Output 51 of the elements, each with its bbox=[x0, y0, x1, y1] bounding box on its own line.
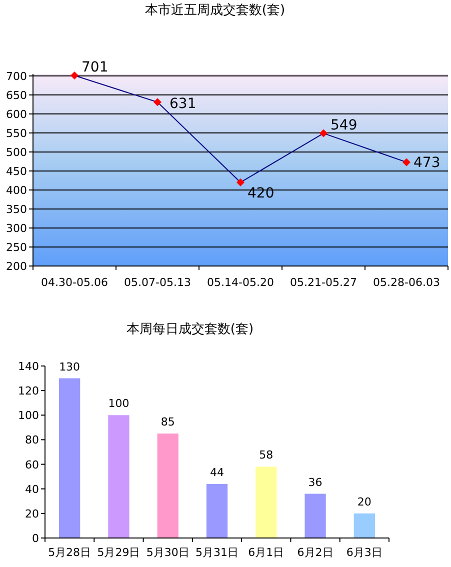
x-tick-label: 6月1日 bbox=[248, 546, 284, 559]
y-tick-label: 250 bbox=[6, 240, 27, 254]
y-tick-label: 80 bbox=[25, 434, 39, 447]
bar bbox=[108, 415, 130, 538]
data-label: 44 bbox=[210, 466, 224, 479]
data-label: 20 bbox=[357, 495, 372, 508]
x-tick-label: 05.28-06.03 bbox=[373, 276, 440, 289]
y-tick-label: 60 bbox=[25, 458, 39, 472]
x-tick-label: 5月28日 bbox=[48, 546, 92, 559]
y-tick-label: 0 bbox=[32, 532, 39, 545]
data-label: 701 bbox=[82, 60, 108, 76]
bar bbox=[256, 466, 277, 538]
x-tick-label: 05.14-05.20 bbox=[207, 276, 274, 289]
bar bbox=[157, 434, 178, 538]
y-tick-label: 500 bbox=[6, 146, 27, 159]
data-label: 36 bbox=[308, 476, 322, 489]
data-label: 549 bbox=[330, 117, 358, 134]
chart-title: 本市近五周成交套数(套) bbox=[144, 2, 286, 18]
bar bbox=[354, 513, 375, 538]
data-label: 631 bbox=[170, 96, 196, 112]
x-tick-label: 6月3日 bbox=[346, 546, 382, 559]
y-tick-label: 650 bbox=[6, 88, 27, 102]
x-tick-label: 04.30-05.06 bbox=[41, 276, 108, 289]
bar bbox=[304, 494, 326, 538]
y-tick-label: 350 bbox=[6, 202, 27, 216]
y-tick-label: 550 bbox=[6, 126, 27, 140]
y-tick-label: 120 bbox=[18, 384, 39, 398]
bar bbox=[59, 378, 80, 538]
data-label: 473 bbox=[414, 155, 440, 172]
y-tick-label: 400 bbox=[6, 184, 27, 197]
data-label: 130 bbox=[59, 360, 80, 374]
y-tick-label: 40 bbox=[25, 482, 39, 496]
y-tick-label: 450 bbox=[6, 164, 27, 178]
x-tick-label: 5月30日 bbox=[146, 546, 190, 559]
data-label: 85 bbox=[160, 416, 175, 429]
x-tick-label: 6月2日 bbox=[297, 546, 334, 559]
x-tick-label: 05.07-05.13 bbox=[124, 276, 191, 289]
x-tick-label: 5月31日 bbox=[196, 546, 238, 559]
x-tick-label: 5月29日 bbox=[97, 546, 140, 559]
y-tick-label: 20 bbox=[25, 507, 39, 520]
y-tick-label: 100 bbox=[18, 409, 39, 422]
y-tick-label: 300 bbox=[6, 222, 27, 235]
bar bbox=[206, 484, 228, 538]
y-tick-label: 200 bbox=[6, 260, 27, 273]
y-tick-label: 600 bbox=[6, 108, 27, 121]
y-tick-label: 700 bbox=[6, 70, 27, 83]
data-label: 58 bbox=[259, 448, 274, 462]
x-tick-label: 05.21-05.27 bbox=[290, 276, 357, 289]
chart-title: 本周每日成交套数(套) bbox=[126, 321, 254, 337]
data-label: 100 bbox=[108, 397, 130, 410]
y-tick-label: 140 bbox=[18, 360, 39, 373]
